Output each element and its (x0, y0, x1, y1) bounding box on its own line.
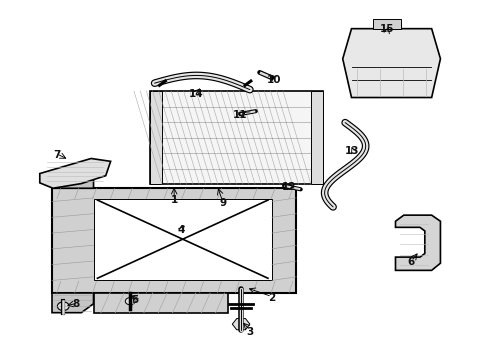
Text: 10: 10 (267, 75, 282, 85)
Polygon shape (52, 171, 94, 188)
Text: 1: 1 (171, 195, 178, 205)
Polygon shape (150, 91, 162, 184)
Polygon shape (94, 293, 228, 313)
Text: 14: 14 (189, 89, 203, 99)
Polygon shape (52, 293, 94, 313)
Text: 8: 8 (73, 299, 80, 309)
Circle shape (57, 302, 69, 311)
Text: 2: 2 (268, 293, 275, 303)
Text: 9: 9 (220, 198, 226, 208)
Polygon shape (232, 319, 250, 330)
Polygon shape (373, 19, 401, 29)
Text: 4: 4 (178, 225, 185, 235)
Polygon shape (395, 215, 441, 270)
Polygon shape (52, 188, 296, 293)
Polygon shape (311, 91, 323, 184)
Text: 6: 6 (408, 257, 415, 267)
Text: 11: 11 (233, 111, 247, 121)
Polygon shape (40, 158, 111, 188)
Polygon shape (94, 199, 272, 280)
Polygon shape (150, 91, 323, 184)
Text: 15: 15 (379, 24, 394, 35)
Text: 5: 5 (131, 295, 139, 305)
Circle shape (125, 298, 135, 305)
Polygon shape (343, 29, 441, 98)
Text: 3: 3 (246, 327, 253, 337)
Text: 13: 13 (345, 146, 360, 156)
Text: 7: 7 (53, 150, 61, 160)
Text: 12: 12 (282, 182, 296, 192)
